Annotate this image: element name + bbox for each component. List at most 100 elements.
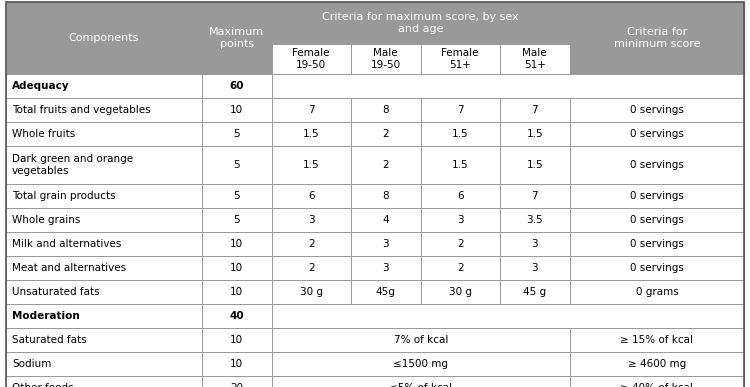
Bar	[500, 232, 570, 256]
Bar	[351, 256, 421, 280]
Text: 0 grams: 0 grams	[635, 287, 678, 297]
Text: ≥ 15% of kcal: ≥ 15% of kcal	[620, 335, 694, 345]
Text: 45 g: 45 g	[524, 287, 546, 297]
Text: 5: 5	[233, 160, 240, 170]
Text: 10: 10	[230, 105, 243, 115]
Text: Male
19-50: Male 19-50	[370, 48, 400, 70]
Bar	[6, 74, 202, 98]
Bar	[351, 122, 421, 146]
Text: 4: 4	[382, 215, 389, 225]
Text: 3: 3	[382, 263, 389, 273]
Text: 1.5: 1.5	[452, 160, 469, 170]
Text: 0 servings: 0 servings	[630, 129, 684, 139]
Text: 10: 10	[230, 287, 243, 297]
Bar	[272, 280, 351, 304]
Text: Whole fruits: Whole fruits	[12, 129, 75, 139]
Text: Dark green and orange
vegetables: Dark green and orange vegetables	[12, 154, 134, 176]
Text: Meat and alternatives: Meat and alternatives	[12, 263, 126, 273]
Text: Total grain products: Total grain products	[12, 191, 116, 201]
Bar	[570, 352, 744, 376]
Bar	[570, 146, 744, 184]
Bar	[570, 184, 744, 208]
Bar	[6, 232, 202, 256]
Bar	[202, 184, 272, 208]
Bar	[421, 122, 500, 146]
Text: Adequacy: Adequacy	[12, 81, 70, 91]
Bar	[570, 304, 744, 328]
Bar	[272, 184, 351, 208]
Text: 3: 3	[532, 263, 538, 273]
Text: 5: 5	[233, 215, 240, 225]
Text: Criteria for maximum score, by sex
and age: Criteria for maximum score, by sex and a…	[322, 12, 519, 34]
Bar	[500, 304, 570, 328]
Text: 3.5: 3.5	[526, 215, 543, 225]
Text: 0 servings: 0 servings	[630, 191, 684, 201]
Bar	[421, 304, 500, 328]
Text: Other foods: Other foods	[12, 383, 74, 387]
Bar	[202, 376, 272, 387]
Text: 7: 7	[532, 105, 538, 115]
Text: ≥ 40% of kcal: ≥ 40% of kcal	[620, 383, 693, 387]
Text: Milk and alternatives: Milk and alternatives	[12, 239, 122, 249]
Bar	[202, 232, 272, 256]
Bar	[500, 184, 570, 208]
Bar	[351, 304, 421, 328]
Bar	[272, 146, 351, 184]
Bar	[272, 208, 351, 232]
Bar	[6, 280, 202, 304]
Bar	[500, 98, 570, 122]
Bar	[570, 2, 744, 74]
Bar	[351, 74, 421, 98]
Bar	[570, 256, 744, 280]
Bar	[570, 328, 744, 352]
Text: 2: 2	[382, 160, 389, 170]
Text: 7: 7	[308, 105, 314, 115]
Bar	[272, 74, 351, 98]
Bar	[421, 208, 500, 232]
Text: 1.5: 1.5	[452, 129, 469, 139]
Bar	[6, 304, 202, 328]
Bar	[570, 122, 744, 146]
Text: 7: 7	[457, 105, 464, 115]
Bar	[6, 352, 202, 376]
Bar	[421, 44, 500, 74]
Bar	[351, 280, 421, 304]
Bar	[6, 184, 202, 208]
Bar	[272, 352, 570, 376]
Text: 3: 3	[308, 215, 314, 225]
Bar	[351, 44, 421, 74]
Text: 1.5: 1.5	[526, 129, 543, 139]
Text: 10: 10	[230, 239, 243, 249]
Text: 2: 2	[308, 239, 314, 249]
Text: 2: 2	[382, 129, 389, 139]
Bar	[272, 98, 351, 122]
Bar	[500, 122, 570, 146]
Bar	[202, 98, 272, 122]
Bar	[500, 208, 570, 232]
Text: 1.5: 1.5	[303, 160, 320, 170]
Bar	[421, 146, 500, 184]
Text: 1.5: 1.5	[303, 129, 320, 139]
Text: 45g: 45g	[376, 287, 396, 297]
Bar	[202, 304, 272, 328]
Text: ≥ 4600 mg: ≥ 4600 mg	[628, 359, 686, 369]
Text: Unsaturated fats: Unsaturated fats	[12, 287, 100, 297]
Bar	[6, 328, 202, 352]
Text: 0 servings: 0 servings	[630, 239, 684, 249]
Text: 1.5: 1.5	[526, 160, 543, 170]
Bar	[421, 280, 500, 304]
Text: 10: 10	[230, 263, 243, 273]
Bar	[272, 232, 351, 256]
Bar	[6, 146, 202, 184]
Bar	[500, 146, 570, 184]
Text: 0 servings: 0 servings	[630, 105, 684, 115]
Text: ≤1500 mg: ≤1500 mg	[393, 359, 448, 369]
Bar	[6, 122, 202, 146]
Text: 10: 10	[230, 359, 243, 369]
Text: 7% of kcal: 7% of kcal	[394, 335, 448, 345]
Bar	[6, 98, 202, 122]
Text: 0 servings: 0 servings	[630, 215, 684, 225]
Text: 10: 10	[230, 335, 243, 345]
Bar	[6, 256, 202, 280]
Bar	[202, 122, 272, 146]
